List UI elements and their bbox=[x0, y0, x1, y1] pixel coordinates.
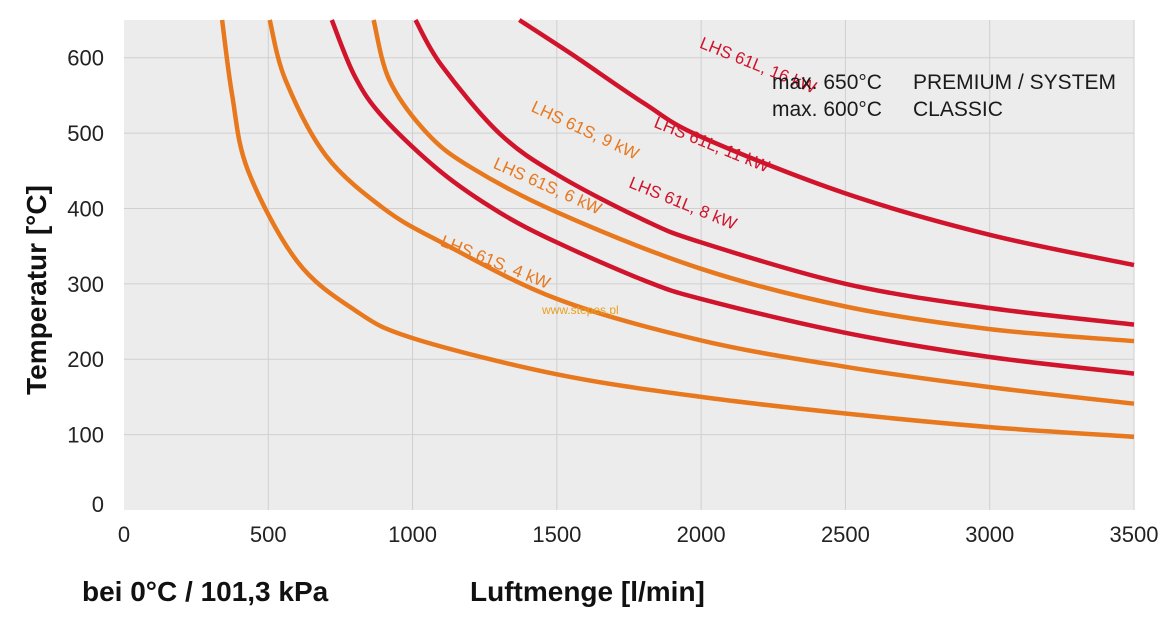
x-tick-2000: 2000 bbox=[677, 522, 726, 547]
footnote: bei 0°C / 101,3 kPa bbox=[82, 576, 329, 607]
x-tick-500: 500 bbox=[250, 522, 287, 547]
note-premium-system: PREMIUM / SYSTEM bbox=[913, 71, 1116, 94]
grid-lines bbox=[124, 20, 1135, 510]
x-tick-2500: 2500 bbox=[821, 522, 870, 547]
y-tick-600: 600 bbox=[67, 46, 104, 71]
y-tick-500: 500 bbox=[67, 121, 104, 146]
x-tick-1000: 1000 bbox=[388, 522, 437, 547]
series-line-0 bbox=[219, 19, 1135, 440]
y-axis-title: Temperatur [°C] bbox=[21, 185, 52, 395]
x-tick-3500: 3500 bbox=[1110, 522, 1159, 547]
series-line-1 bbox=[267, 19, 1135, 406]
series-line-4 bbox=[413, 18, 1135, 327]
x-tick-1500: 1500 bbox=[532, 522, 581, 547]
x-tick-3000: 3000 bbox=[965, 522, 1014, 547]
series-line-2 bbox=[371, 19, 1135, 344]
note-max-600: max. 600°C bbox=[772, 98, 882, 121]
plot-area bbox=[124, 20, 1134, 510]
x-tick-labels: 0 500 1000 1500 2000 2500 3000 3500 bbox=[118, 522, 1159, 547]
y-tick-100: 100 bbox=[67, 423, 104, 448]
y-tick-200: 200 bbox=[67, 347, 104, 372]
note-max-650: max. 650°C bbox=[772, 71, 882, 94]
y-tick-300: 300 bbox=[67, 272, 104, 297]
x-tick-0: 0 bbox=[118, 522, 130, 547]
note-classic: CLASSIC bbox=[913, 98, 1003, 121]
series-line-5 bbox=[518, 18, 1135, 268]
watermark: www.stepes.pl bbox=[541, 303, 619, 317]
series-line-3 bbox=[329, 19, 1135, 376]
x-axis-title: Luftmenge [l/min] bbox=[470, 576, 705, 607]
y-tick-400: 400 bbox=[67, 196, 104, 221]
y-tick-0: 0 bbox=[92, 492, 104, 517]
y-tick-labels: 0 100 200 300 400 500 600 bbox=[67, 46, 104, 517]
series-curves bbox=[219, 18, 1135, 440]
